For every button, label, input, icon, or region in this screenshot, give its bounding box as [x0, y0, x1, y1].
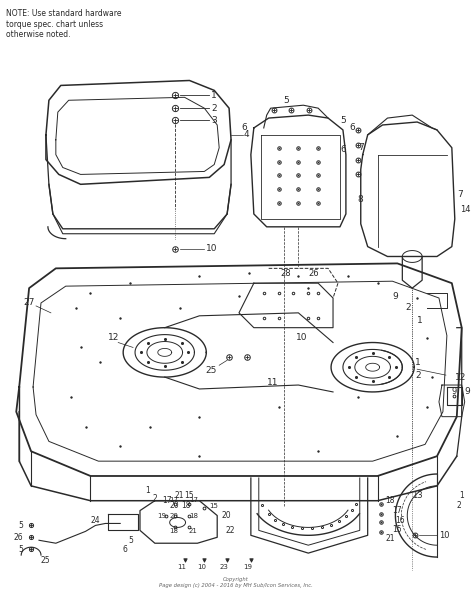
Text: 26: 26 — [14, 533, 23, 542]
Text: 23: 23 — [219, 564, 228, 570]
Text: 13: 13 — [412, 491, 423, 500]
Text: 9: 9 — [452, 388, 457, 397]
Text: 17: 17 — [162, 496, 172, 505]
Text: 1: 1 — [145, 486, 150, 495]
Text: 6: 6 — [122, 545, 127, 554]
Text: 10: 10 — [197, 564, 206, 570]
Text: 18: 18 — [385, 496, 395, 505]
Text: 5: 5 — [18, 521, 23, 530]
Text: 20: 20 — [170, 501, 179, 510]
Text: 2: 2 — [405, 303, 411, 313]
Text: 10: 10 — [206, 244, 218, 253]
Text: 6: 6 — [241, 124, 247, 132]
Text: 2: 2 — [457, 501, 462, 510]
Text: 12: 12 — [455, 372, 466, 382]
Text: 5: 5 — [340, 115, 346, 125]
Text: 15: 15 — [184, 491, 194, 500]
Text: 24: 24 — [91, 516, 100, 525]
Text: 2: 2 — [153, 494, 157, 503]
Text: 18: 18 — [182, 501, 191, 510]
Text: 19: 19 — [157, 512, 166, 518]
Text: 9: 9 — [392, 291, 398, 301]
Text: 7: 7 — [358, 143, 364, 152]
Text: 9: 9 — [465, 388, 471, 397]
Text: 21: 21 — [189, 528, 198, 534]
Text: 17: 17 — [392, 506, 402, 515]
Text: 25: 25 — [41, 556, 51, 564]
Text: 20: 20 — [221, 511, 231, 520]
Text: 26: 26 — [308, 269, 319, 278]
Text: 17: 17 — [169, 496, 178, 503]
Text: 12: 12 — [108, 333, 119, 342]
Text: 5: 5 — [283, 96, 289, 105]
Text: 1: 1 — [211, 91, 217, 100]
Text: 11: 11 — [177, 564, 186, 570]
Text: 2: 2 — [415, 371, 421, 379]
Text: 22: 22 — [225, 526, 235, 535]
Text: 5: 5 — [18, 545, 23, 554]
Text: 18: 18 — [169, 528, 178, 534]
Text: 21: 21 — [385, 534, 395, 543]
Text: 14: 14 — [460, 204, 470, 213]
Text: 20: 20 — [169, 512, 178, 518]
Text: 16: 16 — [395, 516, 405, 525]
Text: 10: 10 — [439, 531, 449, 540]
Text: 15: 15 — [209, 503, 218, 509]
Text: 8: 8 — [358, 194, 364, 204]
Text: 17: 17 — [189, 496, 198, 503]
Text: 6: 6 — [350, 124, 356, 132]
Text: 19: 19 — [243, 564, 252, 570]
Text: 28: 28 — [281, 269, 291, 278]
Text: 25: 25 — [206, 366, 217, 375]
Text: 1: 1 — [459, 491, 464, 500]
Text: 10: 10 — [296, 333, 308, 342]
Text: 18: 18 — [189, 512, 198, 518]
Text: 7: 7 — [457, 190, 463, 199]
Text: 4: 4 — [244, 131, 249, 139]
Text: 2: 2 — [211, 103, 217, 113]
Text: 11: 11 — [267, 378, 278, 387]
Text: 1: 1 — [415, 358, 421, 367]
Text: NOTE: Use standard hardware
torque spec. chart unless
otherwise noted.: NOTE: Use standard hardware torque spec.… — [6, 9, 122, 39]
Text: 1: 1 — [417, 316, 423, 325]
Text: 21: 21 — [174, 491, 184, 500]
Text: Copyright
Page design (c) 2004 - 2016 by MH Sub/Icon Services, Inc.: Copyright Page design (c) 2004 - 2016 by… — [159, 577, 313, 587]
Text: 15: 15 — [392, 525, 402, 534]
Text: 3: 3 — [211, 115, 217, 125]
Text: 27: 27 — [23, 298, 35, 307]
Text: 6: 6 — [340, 145, 346, 154]
Text: 5: 5 — [128, 536, 133, 545]
